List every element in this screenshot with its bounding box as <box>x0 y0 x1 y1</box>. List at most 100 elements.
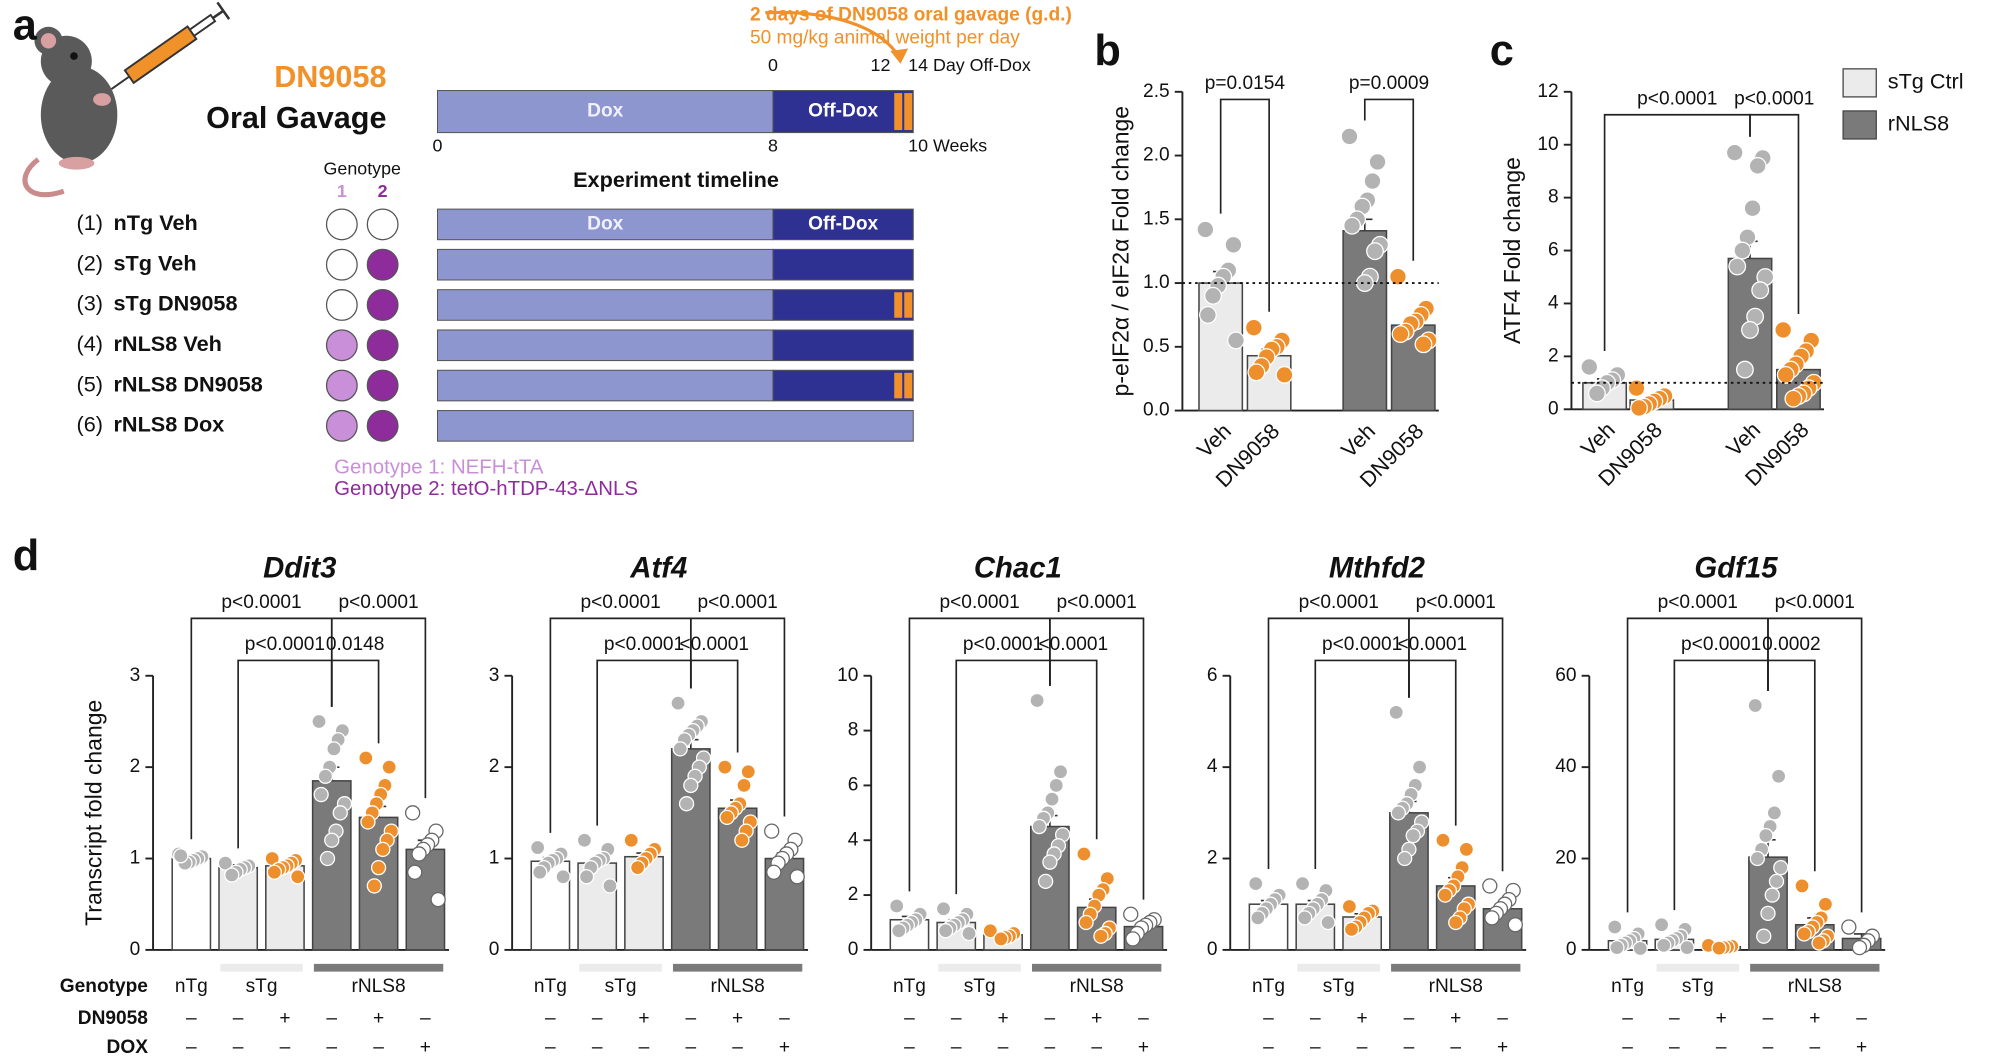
y-tick-label: 60 <box>1555 665 1576 686</box>
genotype-label: rNLS8 <box>1788 976 1842 997</box>
treatment-mark: – <box>545 1008 556 1029</box>
data-point <box>1031 818 1047 835</box>
group-name: rNLS8 DN9058 <box>114 371 263 396</box>
y-tick-label: 2.5 <box>1143 81 1170 102</box>
data-point <box>1841 919 1857 935</box>
data-point <box>1341 898 1358 915</box>
y-tick-label: 1.5 <box>1143 208 1170 229</box>
data-point <box>1093 928 1109 944</box>
p-value: p<0.0001 <box>1057 592 1137 613</box>
panel-label: d <box>13 532 39 580</box>
p-value: p<0.0001 <box>1734 89 1814 110</box>
chart-title: Ddit3 <box>263 552 336 585</box>
p-value: <0.0001 <box>1038 634 1108 655</box>
data-point <box>1588 384 1606 403</box>
off-dox-phase <box>772 248 914 281</box>
treatment-mark: – <box>779 1008 790 1029</box>
data-point <box>1773 860 1789 876</box>
treatment-mark: – <box>326 1008 337 1029</box>
genotype-header: Genotype <box>324 158 401 178</box>
off-dox-phase <box>772 329 914 362</box>
data-point <box>1411 759 1428 775</box>
treatment-mark: + <box>1091 1008 1102 1029</box>
y-tick-label: 6 <box>848 774 859 795</box>
treatment-mark: + <box>732 1008 743 1029</box>
data-point <box>1244 318 1263 337</box>
data-point <box>1042 854 1058 870</box>
dox-phase <box>436 289 774 321</box>
gavage-day <box>894 372 903 399</box>
data-point <box>961 925 977 942</box>
y-tick-label: 12 <box>1537 81 1558 102</box>
data-point <box>1776 365 1795 384</box>
data-point <box>407 864 423 880</box>
mouse-illustration <box>22 1 909 198</box>
group-name: rNLS8 Dox <box>114 412 225 437</box>
data-point <box>1123 906 1139 922</box>
data-point <box>717 759 733 775</box>
week-tick-label: 0 <box>433 135 443 155</box>
p-value: p<0.0001 <box>338 592 418 613</box>
data-point <box>1784 389 1803 408</box>
phase-label: Dox <box>587 213 623 234</box>
p-value: p<0.0001 <box>1299 592 1379 613</box>
data-point <box>1204 286 1222 305</box>
data-point <box>370 860 387 876</box>
treatment-mark: – <box>233 1037 244 1057</box>
y-tick-label: 2 <box>1207 848 1218 869</box>
treatment-mark: – <box>1045 1037 1056 1057</box>
data-point <box>1627 379 1646 398</box>
genotype-label: rNLS8 <box>711 976 765 997</box>
dox-phase <box>436 329 774 362</box>
significance-bracket <box>1219 98 1270 312</box>
genotype-legend: Genotype 2: tetO-hTDP-43-ΔNLS <box>334 478 638 500</box>
phase-label: Off-Dox <box>808 213 878 234</box>
p-value: p<0.0001 <box>604 634 684 655</box>
p-value: p=0.0009 <box>1349 73 1429 94</box>
treatment-mark: – <box>1310 1037 1321 1057</box>
data-point <box>1125 931 1141 947</box>
data-point <box>217 855 234 871</box>
data-point <box>1405 828 1421 844</box>
genotype-circle <box>325 248 358 281</box>
treatment-mark: – <box>1716 1037 1727 1057</box>
y-tick-label: 2 <box>489 756 500 777</box>
week-tick-label: 10 Weeks <box>908 135 987 155</box>
y-tick-label: 2 <box>130 756 141 777</box>
treatment-mark: – <box>373 1037 384 1057</box>
treatment-mark: – <box>1809 1037 1820 1057</box>
chart-title: Gdf15 <box>1694 552 1778 585</box>
p-value: p<0.0001 <box>963 634 1043 655</box>
treatment-mark: – <box>420 1008 431 1029</box>
data-point <box>1725 143 1744 162</box>
data-point <box>1297 910 1313 926</box>
week-tick-label: 8 <box>768 135 778 155</box>
data-point <box>1397 850 1413 867</box>
table-row-label: DOX <box>107 1037 149 1057</box>
significance-bracket <box>1363 98 1415 261</box>
data-point <box>1794 878 1810 894</box>
treatment-mark: + <box>373 1008 384 1029</box>
chart-title: Atf4 <box>629 552 687 585</box>
y-tick-label: 6 <box>1548 240 1559 261</box>
y-tick-label: 1 <box>489 848 500 869</box>
data-point <box>1458 841 1475 858</box>
bar <box>171 857 212 951</box>
data-point <box>266 864 282 880</box>
table-row-label: Genotype <box>60 976 148 997</box>
route: Oral Gavage <box>206 101 386 135</box>
genotype-circle <box>325 329 358 362</box>
treatment-mark: + <box>1809 1008 1820 1029</box>
treatment-mark: – <box>1669 1037 1680 1057</box>
y-tick-label: 10 <box>1537 134 1558 155</box>
y-tick-label: 0 <box>1207 939 1218 960</box>
treatment-mark: – <box>685 1008 696 1029</box>
group-name: rNLS8 Veh <box>114 331 222 356</box>
data-point <box>1390 805 1406 821</box>
genotype-column: 2 <box>378 181 388 201</box>
genotype-circle <box>325 289 358 321</box>
data-point <box>1764 887 1780 903</box>
chart-title: Chac1 <box>974 552 1062 585</box>
gavage-subtitle: 50 mg/kg animal weight per day <box>750 27 1020 48</box>
p-value: p<0.0001 <box>221 592 301 613</box>
